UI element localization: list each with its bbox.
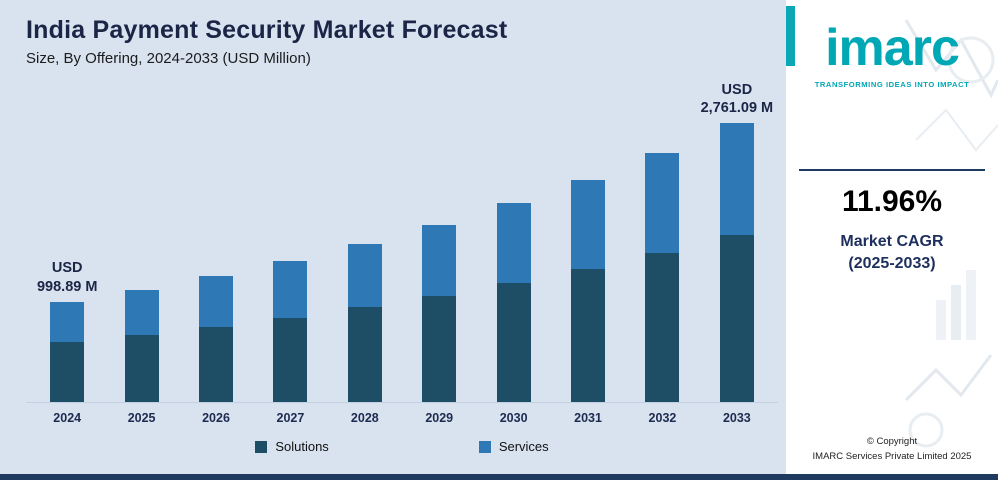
branding-content: imarc TRANSFORMING IDEAS INTO IMPACT 11.… <box>786 14 998 480</box>
bar-segment-services <box>50 301 85 343</box>
bar-segment-solutions <box>571 268 606 403</box>
cagr-value: 11.96% <box>841 185 943 218</box>
divider-line <box>798 169 986 171</box>
x-axis-label: 2026 <box>202 411 230 425</box>
bar-segment-solutions <box>422 296 457 403</box>
bar-stack <box>199 276 234 403</box>
x-axis-label: 2032 <box>648 411 677 425</box>
bar-segment-solutions <box>347 307 382 403</box>
x-axis-label: 2029 <box>425 411 454 425</box>
x-axis-label: 2033 <box>722 411 751 425</box>
bar-segment-solutions <box>124 334 159 403</box>
bar-stack <box>50 301 85 403</box>
bar-column: 2029 <box>402 75 476 427</box>
bar-stack <box>347 243 382 403</box>
chart-section: India Payment Security Market Forecast S… <box>0 0 786 480</box>
cagr-label-line2: (2025-2033) <box>848 254 936 272</box>
copyright-line1: © Copyright <box>866 435 918 447</box>
bar-column: USD 2,761.09 M 2033 <box>700 75 774 427</box>
x-axis-label: 2030 <box>499 411 528 425</box>
x-axis-label: 2025 <box>127 411 156 425</box>
bar-segment-solutions <box>199 326 234 403</box>
cagr-label-line1: Market CAGR <box>840 233 944 250</box>
x-axis-label: 2027 <box>276 411 305 425</box>
bar-segment-services <box>347 243 382 308</box>
bar-segment-solutions <box>273 317 308 403</box>
teal-accent-stripe <box>786 6 795 66</box>
branding-panel: imarc TRANSFORMING IDEAS INTO IMPACT 11.… <box>786 0 998 480</box>
bar-chart: USD 998.89 M 2024 2025 2026 2027 2028 2029 2030 2… <box>26 75 778 427</box>
x-axis-label: 2028 <box>350 411 379 425</box>
bar-value-label: USD 998.89 M <box>36 260 98 295</box>
bar-stack <box>719 123 754 403</box>
bar-segment-solutions <box>50 342 85 403</box>
bar-segment-services <box>124 289 159 335</box>
bar-stack <box>124 289 159 403</box>
bar-column: 2030 <box>476 75 550 427</box>
bar-segment-solutions <box>496 283 531 403</box>
bar-segment-services <box>496 203 531 284</box>
bar-value-label: USD 2,761.09 M <box>700 81 774 116</box>
legend-item-services: Services <box>478 439 549 454</box>
bottom-navy-bar <box>0 474 998 480</box>
bar-column: 2031 <box>551 75 625 427</box>
bar-column: 2028 <box>328 75 402 427</box>
bar-column: 2026 <box>179 75 253 427</box>
bar-column: USD 998.89 M 2024 <box>30 75 104 427</box>
page-title: India Payment Security Market Forecast <box>26 16 508 44</box>
imarc-tagline: TRANSFORMING IDEAS INTO IMPACT <box>814 80 970 89</box>
bar-stack <box>496 203 531 403</box>
legend-swatch <box>255 440 268 453</box>
x-axis-label: 2024 <box>53 411 82 425</box>
bar-segment-solutions <box>645 252 680 403</box>
bar-segment-services <box>422 224 457 297</box>
bar-segment-services <box>571 179 606 269</box>
legend-label: Solutions <box>275 439 329 454</box>
legend-item-solutions: Solutions <box>255 439 329 454</box>
bar-segment-services <box>719 123 754 235</box>
legend-swatch <box>478 440 491 453</box>
bar-segment-services <box>273 260 308 318</box>
bar-segment-services <box>645 152 680 253</box>
bar-column: 2027 <box>253 75 327 427</box>
bar-column: 2025 <box>104 75 178 427</box>
bar-column: 2032 <box>625 75 699 427</box>
legend-label: Services <box>498 439 549 454</box>
chart-legend: Solutions Services <box>26 439 778 454</box>
cagr-label: Market CAGR (2025-2033) <box>840 231 943 274</box>
bar-segment-solutions <box>719 234 754 403</box>
copyright-notice: © Copyright IMARC Services Private Limit… <box>813 434 972 464</box>
bar-stack <box>273 260 308 403</box>
x-axis-label: 2031 <box>574 411 602 425</box>
copyright-line2: IMARC Services Private Limited 2025 <box>812 450 972 462</box>
bar-segment-services <box>199 276 234 327</box>
bar-stack <box>571 179 606 403</box>
bar-stack <box>645 152 680 403</box>
bar-stack <box>422 224 457 403</box>
chart-subtitle: Size, By Offering, 2024-2033 (USD Millio… <box>26 50 311 67</box>
imarc-logo: imarc <box>825 19 960 77</box>
